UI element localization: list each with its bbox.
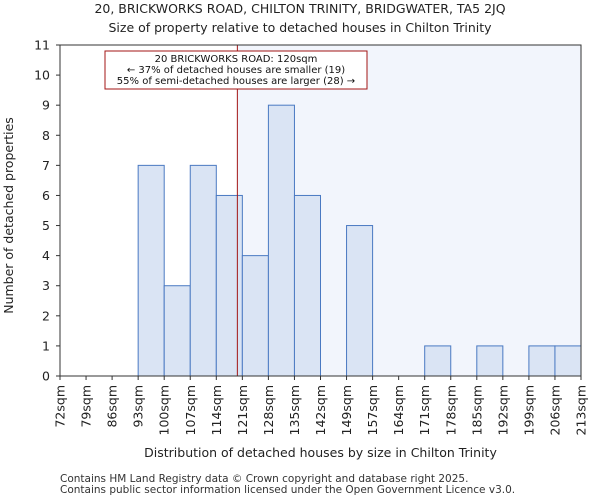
x-tick-label: 213sqm bbox=[574, 385, 589, 435]
x-tick-label: 171sqm bbox=[417, 385, 432, 435]
x-tick-label: 206sqm bbox=[547, 385, 562, 435]
x-tick-label: 121sqm bbox=[235, 385, 250, 435]
annotation-line-2: ← 37% of detached houses are smaller (19… bbox=[127, 65, 345, 76]
footer-licence: Contains public sector information licen… bbox=[60, 484, 516, 496]
annotation-line-3: 55% of semi-detached houses are larger (… bbox=[117, 76, 355, 87]
y-tick-label: 7 bbox=[42, 158, 50, 173]
annotation-line-1: 20 BRICKWORKS ROAD: 120sqm bbox=[155, 54, 318, 65]
y-tick-label: 4 bbox=[42, 248, 50, 263]
y-tick-label: 5 bbox=[42, 218, 50, 233]
x-tick-label: 128sqm bbox=[261, 385, 276, 435]
x-tick-label: 79sqm bbox=[79, 385, 94, 428]
bar-121sqm bbox=[241, 255, 269, 377]
bar-128sqm bbox=[267, 104, 295, 377]
y-ticks-group: 0 1 2 3 4 5 6 7 8 9 10 11 bbox=[34, 38, 60, 384]
y-tick-label: 9 bbox=[42, 98, 50, 113]
x-tick-label: 100sqm bbox=[157, 385, 172, 435]
x-tick-label: 164sqm bbox=[391, 385, 406, 435]
bar-107sqm bbox=[189, 164, 217, 377]
bars-group bbox=[137, 104, 582, 377]
x-tick-label: 185sqm bbox=[469, 385, 484, 435]
y-tick-label: 6 bbox=[42, 188, 50, 203]
y-tick-label: 2 bbox=[42, 308, 50, 323]
y-tick-label: 0 bbox=[42, 369, 50, 384]
x-tick-label: 192sqm bbox=[495, 385, 510, 435]
x-tick-label: 107sqm bbox=[183, 385, 198, 435]
y-tick-label: 11 bbox=[34, 38, 50, 53]
y-tick-label: 3 bbox=[42, 278, 50, 293]
bar-149sqm bbox=[346, 225, 374, 377]
x-tick-label: 114sqm bbox=[209, 385, 224, 435]
bar-100sqm bbox=[163, 285, 191, 377]
x-axis-label: Distribution of detached houses by size … bbox=[144, 445, 497, 460]
x-tick-label: 86sqm bbox=[105, 385, 120, 428]
bar-206sqm bbox=[554, 345, 582, 377]
x-tick-label: 93sqm bbox=[131, 385, 146, 428]
footer-copyright: Contains HM Land Registry data © Crown c… bbox=[60, 473, 469, 485]
bar-135sqm bbox=[293, 194, 322, 377]
x-tick-label: 178sqm bbox=[443, 385, 458, 435]
x-tick-label: 149sqm bbox=[339, 385, 354, 435]
bar-93sqm bbox=[137, 164, 165, 377]
x-tick-label: 135sqm bbox=[287, 385, 302, 435]
x-tick-label: 157sqm bbox=[365, 385, 380, 435]
chart-title: Size of property relative to detached ho… bbox=[108, 20, 492, 35]
x-ticks-group: 72sqm 79sqm 86sqm 93sqm 100sqm 107sqm 114sqm 12… bbox=[53, 376, 589, 435]
bar-114sqm bbox=[215, 194, 243, 377]
annotation-box bbox=[104, 50, 368, 90]
x-tick-label: 72sqm bbox=[53, 385, 68, 428]
y-tick-label: 1 bbox=[42, 338, 50, 353]
bar-171sqm bbox=[424, 345, 452, 377]
x-tick-label: 199sqm bbox=[521, 385, 536, 435]
y-axis-label: Number of detached properties bbox=[1, 117, 16, 314]
x-tick-label: 142sqm bbox=[313, 385, 328, 435]
page-title: 20, BRICKWORKS ROAD, CHILTON TRINITY, BR… bbox=[94, 1, 506, 16]
y-tick-label: 8 bbox=[42, 128, 50, 143]
y-tick-label: 10 bbox=[34, 68, 50, 83]
bar-199sqm bbox=[528, 345, 556, 377]
bar-185sqm bbox=[476, 345, 504, 377]
